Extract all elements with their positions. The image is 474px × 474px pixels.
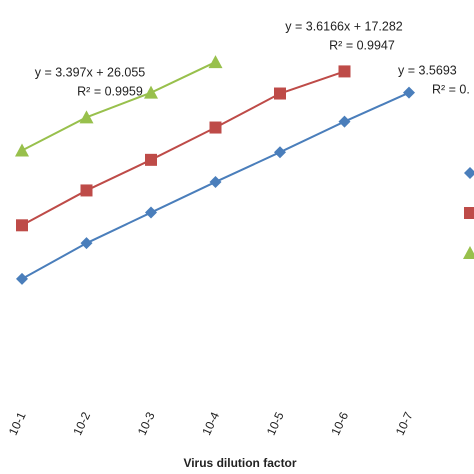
- x-tick-label: 10-1: [6, 410, 29, 438]
- marker: [80, 184, 93, 197]
- x-tick-label: 10-5: [264, 410, 287, 438]
- marker: [144, 85, 158, 99]
- marker: [79, 110, 94, 124]
- marker: [209, 175, 222, 188]
- annotation: R² = 0.9959: [77, 84, 143, 98]
- marker: [16, 219, 28, 232]
- marker: [15, 143, 29, 157]
- marker: [338, 65, 351, 78]
- marker: [145, 206, 157, 219]
- annotation: y = 3.6166x + 17.282: [285, 19, 403, 33]
- legend-marker: [463, 246, 474, 259]
- legend-marker: [464, 167, 474, 179]
- marker: [16, 272, 28, 285]
- annotation: y = 3.5693: [398, 63, 457, 77]
- marker: [209, 121, 222, 134]
- x-tick-label: 10-7: [393, 410, 416, 438]
- x-tick-label: 10-4: [199, 410, 222, 438]
- legend-marker: [464, 207, 474, 219]
- x-axis-label: Virus dilution factor: [183, 456, 296, 470]
- marker: [403, 86, 415, 99]
- series-line: [21, 70, 345, 227]
- series-line: [21, 61, 216, 152]
- x-tick-label: 10-3: [135, 410, 158, 438]
- marker: [274, 87, 286, 100]
- marker: [274, 146, 286, 159]
- marker: [145, 153, 157, 166]
- annotation: y = 3.397x + 26.055: [35, 65, 146, 79]
- x-tick-label: 10-2: [70, 410, 93, 438]
- annotation: R² = 0.9947: [329, 38, 395, 52]
- marker: [338, 115, 351, 128]
- x-tick-label: 10-6: [328, 410, 351, 438]
- annotation: R² = 0.: [432, 82, 470, 96]
- marker: [80, 237, 93, 250]
- marker: [208, 55, 223, 69]
